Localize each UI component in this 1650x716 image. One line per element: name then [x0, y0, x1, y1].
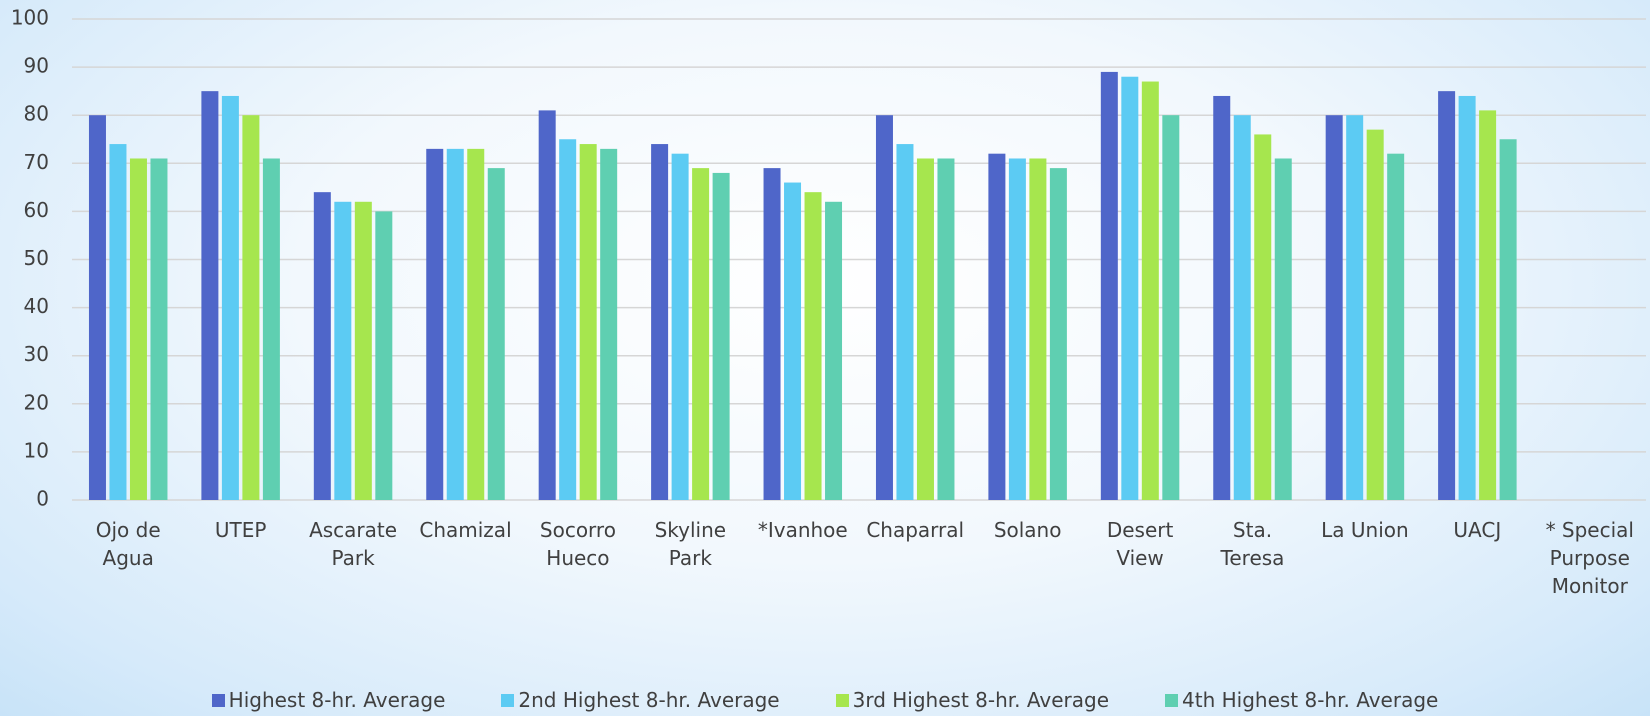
y-tick-label: 100 — [11, 6, 49, 30]
bar — [1499, 139, 1517, 500]
legend-label: 4th Highest 8-hr. Average — [1182, 688, 1439, 712]
legend-item: 3rd Highest 8-hr. Average — [835, 688, 1109, 712]
bar — [1458, 95, 1476, 501]
bar — [150, 158, 168, 501]
y-tick-label: 20 — [24, 390, 49, 414]
x-tick-label: Desert View — [1106, 518, 1174, 570]
bar — [1029, 158, 1047, 501]
bar — [334, 201, 352, 500]
x-tick-label: *Ivanhoe — [757, 518, 848, 542]
bar — [671, 153, 689, 500]
legend-label: 3rd Highest 8-hr. Average — [852, 688, 1109, 712]
y-tick-label: 50 — [24, 246, 49, 270]
bar — [1274, 158, 1292, 501]
bar — [242, 115, 260, 500]
y-tick-label: 30 — [24, 342, 49, 366]
bar — [1100, 71, 1118, 500]
bar — [1479, 110, 1497, 500]
x-tick-label: Ascarate Park — [309, 518, 398, 570]
bar — [1141, 81, 1159, 500]
legend: Highest 8-hr. Average 2nd Highest 8-hr. A… — [0, 688, 1650, 712]
bar — [201, 91, 219, 501]
x-tick-label: Chamizal — [419, 518, 512, 542]
bar — [1121, 76, 1139, 500]
legend-swatch — [211, 693, 225, 707]
bar — [426, 148, 444, 500]
bar — [313, 192, 331, 500]
x-tick-label: Socorro Hueco — [539, 518, 616, 570]
legend-swatch — [835, 693, 849, 707]
bar — [487, 168, 505, 501]
bar — [129, 158, 147, 501]
bar — [692, 168, 710, 501]
bar — [559, 139, 577, 500]
x-tick-label: La Union — [1321, 518, 1409, 542]
bar — [221, 95, 239, 501]
bar — [467, 148, 485, 500]
legend-item: Highest 8-hr. Average — [211, 688, 446, 712]
y-tick-label: 80 — [24, 102, 49, 126]
bar — [538, 110, 556, 500]
bar — [579, 144, 597, 500]
y-tick-label: 40 — [24, 294, 49, 318]
bar — [1438, 91, 1456, 501]
x-tick-label: * Special Purpose Monitor — [1545, 518, 1634, 598]
x-tick-label: UACJ — [1453, 518, 1502, 542]
bar — [1233, 115, 1251, 500]
bar — [875, 115, 893, 500]
legend-item: 2nd Highest 8-hr. Average — [501, 688, 780, 712]
x-tick-label: Sta. Teresa — [1220, 518, 1285, 570]
bar — [896, 144, 914, 500]
x-tick-label: Skyline Park — [654, 518, 727, 570]
legend-item: 4th Highest 8-hr. Average — [1165, 688, 1438, 712]
bar — [600, 148, 618, 500]
y-tick-label: 10 — [24, 438, 49, 462]
bar — [1387, 153, 1405, 500]
x-tick-label: Solano — [993, 518, 1062, 542]
bar — [825, 201, 843, 500]
bar — [1254, 134, 1272, 500]
bar — [354, 201, 372, 500]
bar — [763, 168, 781, 501]
bar — [1162, 115, 1180, 500]
y-tick-label: 60 — [24, 198, 49, 222]
bar — [1049, 168, 1067, 501]
bar — [651, 144, 669, 500]
bar — [262, 158, 280, 501]
x-tick-label: Chaparral — [866, 518, 965, 542]
y-tick-label: 90 — [24, 54, 49, 78]
y-tick-label: 70 — [24, 150, 49, 174]
bar — [1346, 115, 1364, 500]
bar — [988, 153, 1006, 500]
bar — [916, 158, 934, 501]
x-tick-label: UTEP — [214, 518, 267, 542]
bar — [1325, 115, 1343, 500]
y-tick-label: 0 — [36, 487, 49, 511]
bar — [446, 148, 464, 500]
bar — [712, 172, 730, 501]
bar — [1366, 129, 1384, 500]
legend-swatch — [501, 693, 515, 707]
bar — [375, 211, 393, 500]
bar — [804, 192, 822, 500]
legend-label: Highest 8-hr. Average — [228, 688, 446, 712]
bar — [1213, 95, 1231, 501]
bar — [784, 182, 802, 501]
bar — [937, 158, 955, 501]
bar — [1008, 158, 1026, 501]
legend-swatch — [1165, 693, 1178, 707]
legend-label: 2nd Highest 8-hr. Average — [518, 688, 780, 712]
bar — [109, 144, 127, 500]
bar — [88, 115, 106, 500]
x-tick-label: Ojo de Agua — [95, 518, 161, 570]
